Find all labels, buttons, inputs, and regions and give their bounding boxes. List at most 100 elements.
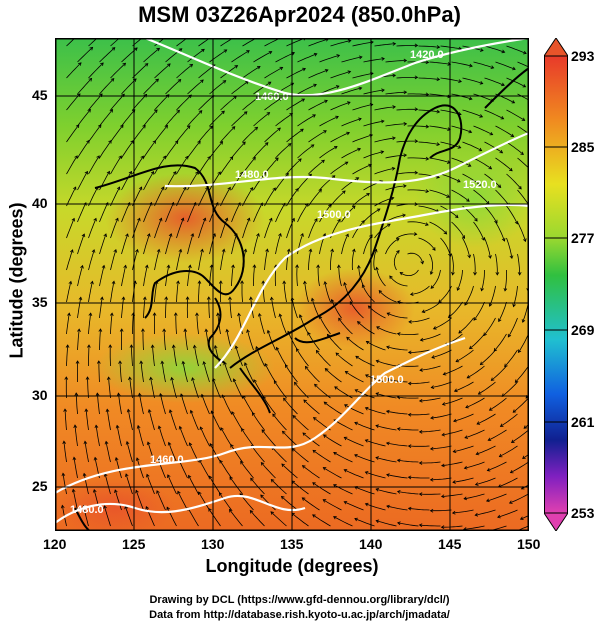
streamline-arrowhead bbox=[208, 475, 213, 480]
streamline-arrowhead bbox=[386, 473, 390, 477]
streamline bbox=[495, 157, 513, 172]
streamline bbox=[504, 349, 518, 367]
streamline-arrowhead bbox=[468, 129, 473, 134]
streamline-arrowhead bbox=[343, 501, 348, 505]
streamline bbox=[430, 413, 452, 419]
streamline-arrowhead bbox=[337, 218, 341, 223]
streamline-arrowhead bbox=[270, 478, 275, 483]
streamline bbox=[88, 249, 95, 271]
streamline-arrowhead bbox=[198, 491, 202, 495]
streamline bbox=[285, 364, 298, 383]
streamline bbox=[341, 118, 362, 127]
streamline-arrowhead bbox=[298, 158, 302, 162]
streamline-arrowhead bbox=[278, 97, 283, 101]
streamline-arrowhead bbox=[106, 170, 110, 175]
streamline bbox=[323, 401, 342, 415]
streamline-arrowhead bbox=[485, 498, 490, 503]
streamline bbox=[276, 347, 287, 367]
streamline-arrowhead bbox=[144, 63, 149, 67]
streamline-arrowhead bbox=[304, 365, 309, 370]
streamline bbox=[121, 233, 129, 255]
streamline bbox=[363, 58, 385, 63]
streamline bbox=[506, 141, 524, 155]
streamline-arrowhead bbox=[181, 360, 186, 365]
streamline-arrowhead bbox=[314, 383, 318, 388]
streamline bbox=[418, 205, 439, 213]
streamline-arrowhead bbox=[156, 248, 161, 253]
streamline bbox=[229, 509, 243, 527]
streamline bbox=[341, 177, 359, 191]
streamline-arrowhead bbox=[300, 232, 304, 237]
streamline-arrowhead bbox=[130, 140, 134, 144]
streamline bbox=[165, 233, 172, 255]
streamline bbox=[330, 71, 351, 79]
streamline bbox=[242, 38, 258, 47]
streamline bbox=[308, 189, 322, 207]
contour-label: 1500.0 bbox=[317, 209, 351, 221]
streamline bbox=[176, 125, 191, 143]
streamline-arrowhead bbox=[461, 235, 465, 239]
streamline-arrowhead bbox=[386, 312, 391, 316]
streamline-arrowhead bbox=[302, 67, 307, 72]
streamline-arrowhead bbox=[324, 99, 328, 104]
streamline bbox=[273, 380, 287, 399]
streamline-arrowhead bbox=[301, 497, 306, 501]
streamline-arrowhead bbox=[479, 114, 484, 118]
streamline bbox=[489, 397, 507, 411]
streamline bbox=[224, 362, 232, 383]
streamline bbox=[308, 100, 328, 111]
streamline-arrowhead bbox=[227, 186, 231, 191]
contour-label: 1500.0 bbox=[370, 374, 404, 386]
streamline bbox=[396, 45, 418, 47]
streamline bbox=[209, 80, 226, 95]
streamline bbox=[520, 515, 529, 520]
streamline-arrowhead bbox=[122, 62, 127, 67]
streamline bbox=[260, 462, 276, 479]
streamline bbox=[473, 221, 485, 241]
streamline bbox=[143, 78, 159, 95]
streamline-arrowhead bbox=[71, 488, 76, 493]
streamline-arrowhead bbox=[162, 328, 167, 332]
streamline-arrowhead bbox=[244, 362, 248, 366]
streamline bbox=[410, 285, 430, 295]
streamline-arrowhead bbox=[198, 110, 203, 114]
streamline bbox=[333, 484, 353, 495]
streamline-arrowhead bbox=[441, 432, 446, 437]
streamline bbox=[396, 233, 417, 239]
streamline bbox=[242, 187, 254, 207]
streamline-arrowhead bbox=[73, 424, 78, 429]
streamline bbox=[462, 77, 483, 84]
streamline-arrowhead bbox=[261, 280, 266, 284]
streamline-arrowhead bbox=[218, 280, 223, 284]
streamline-arrowhead bbox=[331, 175, 336, 179]
streamline-arrowhead bbox=[156, 457, 161, 462]
streamline bbox=[77, 140, 90, 159]
streamline bbox=[462, 173, 481, 186]
streamline-arrowhead bbox=[270, 511, 275, 515]
streamline-arrowhead bbox=[83, 440, 88, 445]
streamline-arrowhead bbox=[167, 474, 171, 478]
wind-streamlines bbox=[60, 38, 529, 531]
streamline bbox=[242, 157, 256, 175]
streamline bbox=[219, 492, 232, 511]
streamline bbox=[140, 361, 144, 383]
streamline bbox=[99, 78, 115, 95]
streamline-arrowhead bbox=[432, 326, 437, 330]
streamline-arrowhead bbox=[441, 463, 445, 468]
streamline-arrowhead bbox=[501, 237, 506, 242]
streamline-arrowhead bbox=[249, 187, 254, 191]
streamline bbox=[283, 397, 298, 415]
streamline bbox=[187, 265, 191, 287]
streamline-arrowhead bbox=[231, 264, 235, 268]
streamline-arrowhead bbox=[324, 368, 329, 372]
y-tick-label: 45 bbox=[32, 87, 48, 103]
streamline bbox=[473, 93, 494, 102]
streamline-arrowhead bbox=[507, 333, 512, 338]
streamline bbox=[484, 237, 491, 259]
streamline bbox=[187, 171, 199, 191]
streamline-arrowhead bbox=[453, 418, 457, 423]
streamline bbox=[73, 457, 78, 479]
streamline-arrowhead bbox=[369, 234, 373, 239]
streamline bbox=[242, 218, 250, 239]
streamline bbox=[308, 38, 329, 47]
